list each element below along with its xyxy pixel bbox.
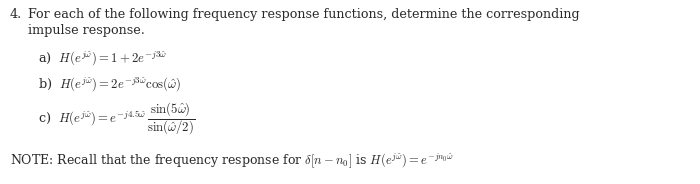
Text: 4.: 4. bbox=[10, 8, 22, 21]
Text: impulse response.: impulse response. bbox=[28, 24, 145, 37]
Text: NOTE: Recall that the frequency response for $\delta[n - n_0]$ is $H(e^{j\hat{\o: NOTE: Recall that the frequency response… bbox=[10, 152, 454, 171]
Text: b)  $H(e^{j\hat{\omega}}) = 2e^{-j3\hat{\omega}}\cos(\hat{\omega})$: b) $H(e^{j\hat{\omega}}) = 2e^{-j3\hat{\… bbox=[38, 76, 181, 94]
Text: a)  $H(e^{j\hat{\omega}}) = 1 + 2e^{-j3\hat{\omega}}$: a) $H(e^{j\hat{\omega}}) = 1 + 2e^{-j3\h… bbox=[38, 50, 167, 68]
Text: For each of the following frequency response functions, determine the correspond: For each of the following frequency resp… bbox=[28, 8, 580, 21]
Text: c)  $H(e^{j\hat{\omega}}) = e^{-j4.5\hat{\omega}}\,\dfrac{\sin(5\hat{\omega})}{\: c) $H(e^{j\hat{\omega}}) = e^{-j4.5\hat{… bbox=[38, 100, 195, 137]
